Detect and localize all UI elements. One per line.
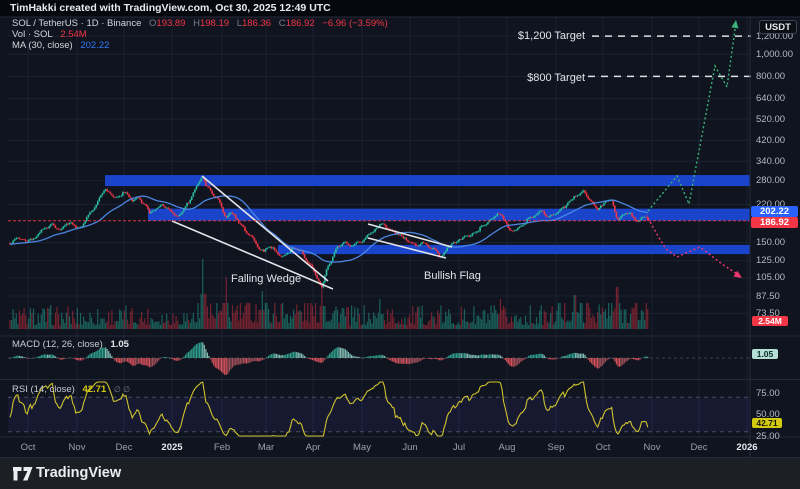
price-axis[interactable]: 1,200.00 1,000.00 800.00 640.00 520.00 420.00… [750,17,800,458]
falling-wedge-label[interactable]: Falling Wedge [231,273,302,285]
close-value: 186.92 [285,18,315,29]
candlestick-series [9,176,649,289]
pane-separators [0,16,800,458]
price-axis-label: 125.00 [756,255,786,267]
target-800-label[interactable]: $800 Target [527,71,585,84]
volume-badge: 2.54M [752,316,788,326]
time-axis-label: Dec [115,442,133,453]
legend-ma-row[interactable]: MA (30, close) 202.22 [12,40,388,52]
macd-pane-legend[interactable]: MACD (12, 26, close) 1.05 [12,339,129,350]
ma-value: 202.22 [80,40,110,51]
macd-title[interactable]: MACD (12, 26, close) [12,339,103,350]
titlebar-text: TimHakki created with TradingView.com, O… [10,2,331,14]
resistance-zone-280 [105,175,750,187]
current-zone-200 [148,208,750,221]
time-axis-label: Jun [402,442,418,453]
tradingview-brand[interactable]: TradingView [36,465,122,481]
time-axis-label: Nov [68,442,86,453]
rsi-line [9,381,649,437]
price-axis-label: 340.00 [756,155,786,167]
price-zones[interactable] [105,175,750,255]
macd-badge: 1.05 [752,349,778,359]
time-axis-label: Oct [20,442,36,453]
time-axis-label: Sep [547,442,565,453]
price-axis-label: 73.50 [756,307,780,319]
macd-histogram [9,342,649,375]
trendline-drawings[interactable] [171,175,453,290]
rsi-hidden-plots-icon[interactable]: ∅ ∅ [113,385,131,394]
price-axis-label: 220.00 [756,199,786,211]
time-axis-label: Apr [305,442,321,453]
price-axis-label: 800.00 [756,70,786,82]
open-value: 193.89 [156,18,186,29]
close-label: C [278,18,286,29]
price-axis-label: 520.00 [756,113,786,125]
rsi-axis-label: 25.00 [756,430,780,442]
price-axis-label: 420.00 [756,134,786,146]
flag-lower [367,237,447,259]
ma-price-badge: 202.22 [751,206,798,217]
rsi-axis-label: 75.00 [756,387,780,399]
rsi-axis-label: 50.00 [756,409,780,420]
volume-series [9,259,649,329]
target-lines[interactable] [588,35,751,78]
price-axis-label: 280.00 [756,175,786,187]
flag-upper [367,223,453,248]
legend-volume-row[interactable]: Vol · SOL 2.54M [12,29,388,41]
footer-bar: TradingView [0,458,800,489]
time-axis-label: 2025 [161,442,183,453]
currency-toggle-button[interactable]: USDT [759,20,797,34]
target-1200-label[interactable]: $1,200 Target [517,29,585,42]
price-axis-label: 105.00 [756,272,786,284]
price-axis-label: 1,200.00 [756,30,793,42]
price-axis-label: 87.50 [756,290,780,302]
change-value: −6.96 (−3.59%) [322,18,388,29]
projection-paths[interactable] [647,20,742,278]
bullish-flag-label[interactable]: Bullish Flag [424,270,481,282]
time-axis-label: Nov [643,442,661,453]
rsi-title[interactable]: RSI (14, close) [12,384,75,395]
ma-label[interactable]: MA (30, close) [12,40,73,51]
open-label: O [149,18,157,29]
bullish-projection-arrow [731,20,739,29]
price-axis-label: 640.00 [756,93,786,104]
legend: SOL / TetherUS · 1D · Binance O193.89 H1… [12,18,388,52]
price-axis-label: 1,000.00 [756,48,793,60]
time-axis-label: Oct [595,442,611,453]
bullish-projection [647,21,737,212]
time-axis-label: Dec [690,442,708,453]
rsi-badge: 42.71 [752,418,782,428]
support-zone-140 [278,244,750,255]
symbol-title[interactable]: SOL / TetherUS · 1D · Binance [12,18,142,29]
ma-line [10,195,648,263]
rsi-pane-legend[interactable]: RSI (14, close) 42.71 ∅ ∅ [12,384,130,395]
tradingview-logo-icon[interactable] [13,467,34,481]
time-axis-label: May [353,442,371,453]
high-value: 198.19 [199,18,230,29]
time-axis-label: Aug [498,442,516,453]
wedge-lower [171,220,334,290]
rsi-value: 42.71 [82,384,107,395]
low-value: 186.36 [241,18,272,29]
volume-label[interactable]: Vol · SOL [12,29,53,40]
low-label: L [236,18,242,29]
macd-value: 1.05 [110,339,129,350]
grid-lines [8,17,750,437]
rsi-band [8,396,750,433]
wedge-upper [201,175,329,282]
price-axis-label: 150.00 [756,237,786,249]
last-price-badge: 186.92 [751,217,798,228]
bearish-projection-arrow [733,270,742,278]
time-axis-label: Feb [213,442,231,453]
volume-value: 2.54M [60,29,87,40]
legend-symbol-row[interactable]: SOL / TetherUS · 1D · Binance O193.89 H1… [12,18,388,30]
time-axis[interactable]: Oct Nov Dec 2025 Feb Mar Apr May Jun Jul Aug Sep Oct… [0,437,800,458]
time-axis-label: Jul [452,442,466,453]
high-label: H [193,18,200,29]
time-axis-label: 2026 [736,442,758,453]
time-axis-label: Mar [257,442,275,453]
titlebar: TimHakki created with TradingView.com, O… [0,0,800,17]
